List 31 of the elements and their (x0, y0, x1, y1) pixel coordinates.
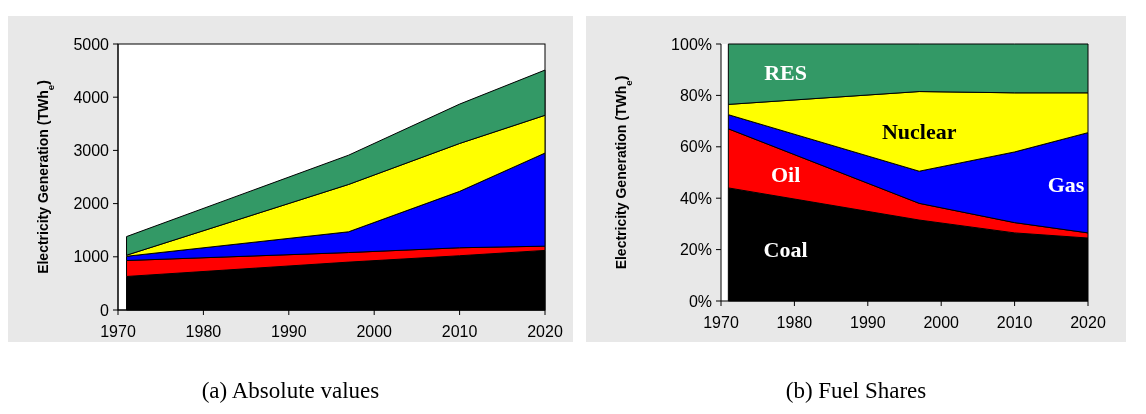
y-tick-label: 0 (100, 301, 110, 319)
y-tick-label: 2000 (73, 195, 110, 213)
y-tick-label: 5000 (73, 35, 110, 53)
x-tick-label: 1970 (100, 323, 136, 340)
y-tick-label: 80% (679, 87, 712, 104)
series-label: Nuclear (881, 119, 957, 145)
x-tick-label: 1980 (776, 314, 813, 331)
y-tick-label: 20% (679, 241, 712, 259)
y-tick-label: 0% (688, 292, 712, 310)
x-tick-label: 1980 (185, 323, 222, 340)
x-tick-label: 1990 (271, 323, 307, 340)
text: (a) Absolute values (201, 378, 380, 403)
x-tick-label: 2020 (527, 323, 563, 340)
text: (b) Fuel Shares (785, 378, 927, 403)
series-label: RES (764, 59, 807, 85)
y-tick-label: 1000 (73, 248, 110, 266)
x-tick-label: 1970 (703, 314, 739, 331)
y-tick-label: 40% (679, 189, 712, 207)
y-tick-label: 100% (671, 35, 712, 53)
x-tick-label: 1990 (850, 314, 886, 331)
series-label: Coal (763, 236, 808, 262)
x-tick-label: 2020 (1070, 314, 1106, 331)
y-tick-label: 60% (679, 138, 712, 156)
x-tick-label: 2010 (441, 323, 478, 340)
x-tick-label: 2010 (996, 314, 1033, 331)
y-tick-label: 4000 (73, 88, 110, 106)
x-tick-label: 2000 (923, 314, 960, 331)
series-label: Gas (1047, 171, 1085, 197)
y-tick-label: 3000 (73, 142, 110, 159)
x-tick-label: 2000 (356, 323, 393, 340)
series-label: Oil (770, 162, 801, 188)
